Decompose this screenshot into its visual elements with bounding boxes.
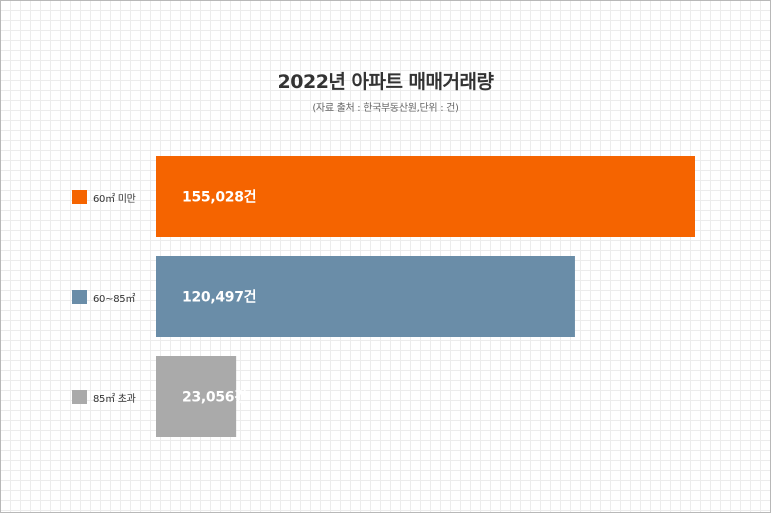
bar-value-label-60-85: 120,497건: [182, 289, 256, 306]
legend-item-over-85: 85㎡ 초과: [72, 389, 136, 405]
legend-swatch-over-85: [72, 390, 87, 404]
bar-under-60: [156, 156, 695, 237]
legend-label-under-60: 60㎡ 미만: [93, 193, 136, 205]
legend-label-60-85: 60~85㎡: [93, 293, 136, 305]
bar-value-label-under-60: 155,028건: [182, 189, 256, 206]
chart-subtitle: (자료 출처 : 한국부동산원,단위 : 건): [312, 103, 459, 114]
bar-value-label-over-85: 23,056건: [182, 389, 247, 406]
legend-swatch-under-60: [72, 190, 87, 204]
chart-title: 2022년 아파트 매매거래량: [277, 71, 494, 93]
legend-item-60-85: 60~85㎡: [72, 289, 135, 305]
legend-item-under-60: 60㎡ 미만: [72, 189, 136, 205]
bar-60-85: [156, 256, 575, 337]
legend-label-over-85: 85㎡ 초과: [93, 393, 136, 405]
bar-over-85: [156, 356, 237, 437]
legend-swatch-60-85: [72, 290, 87, 304]
